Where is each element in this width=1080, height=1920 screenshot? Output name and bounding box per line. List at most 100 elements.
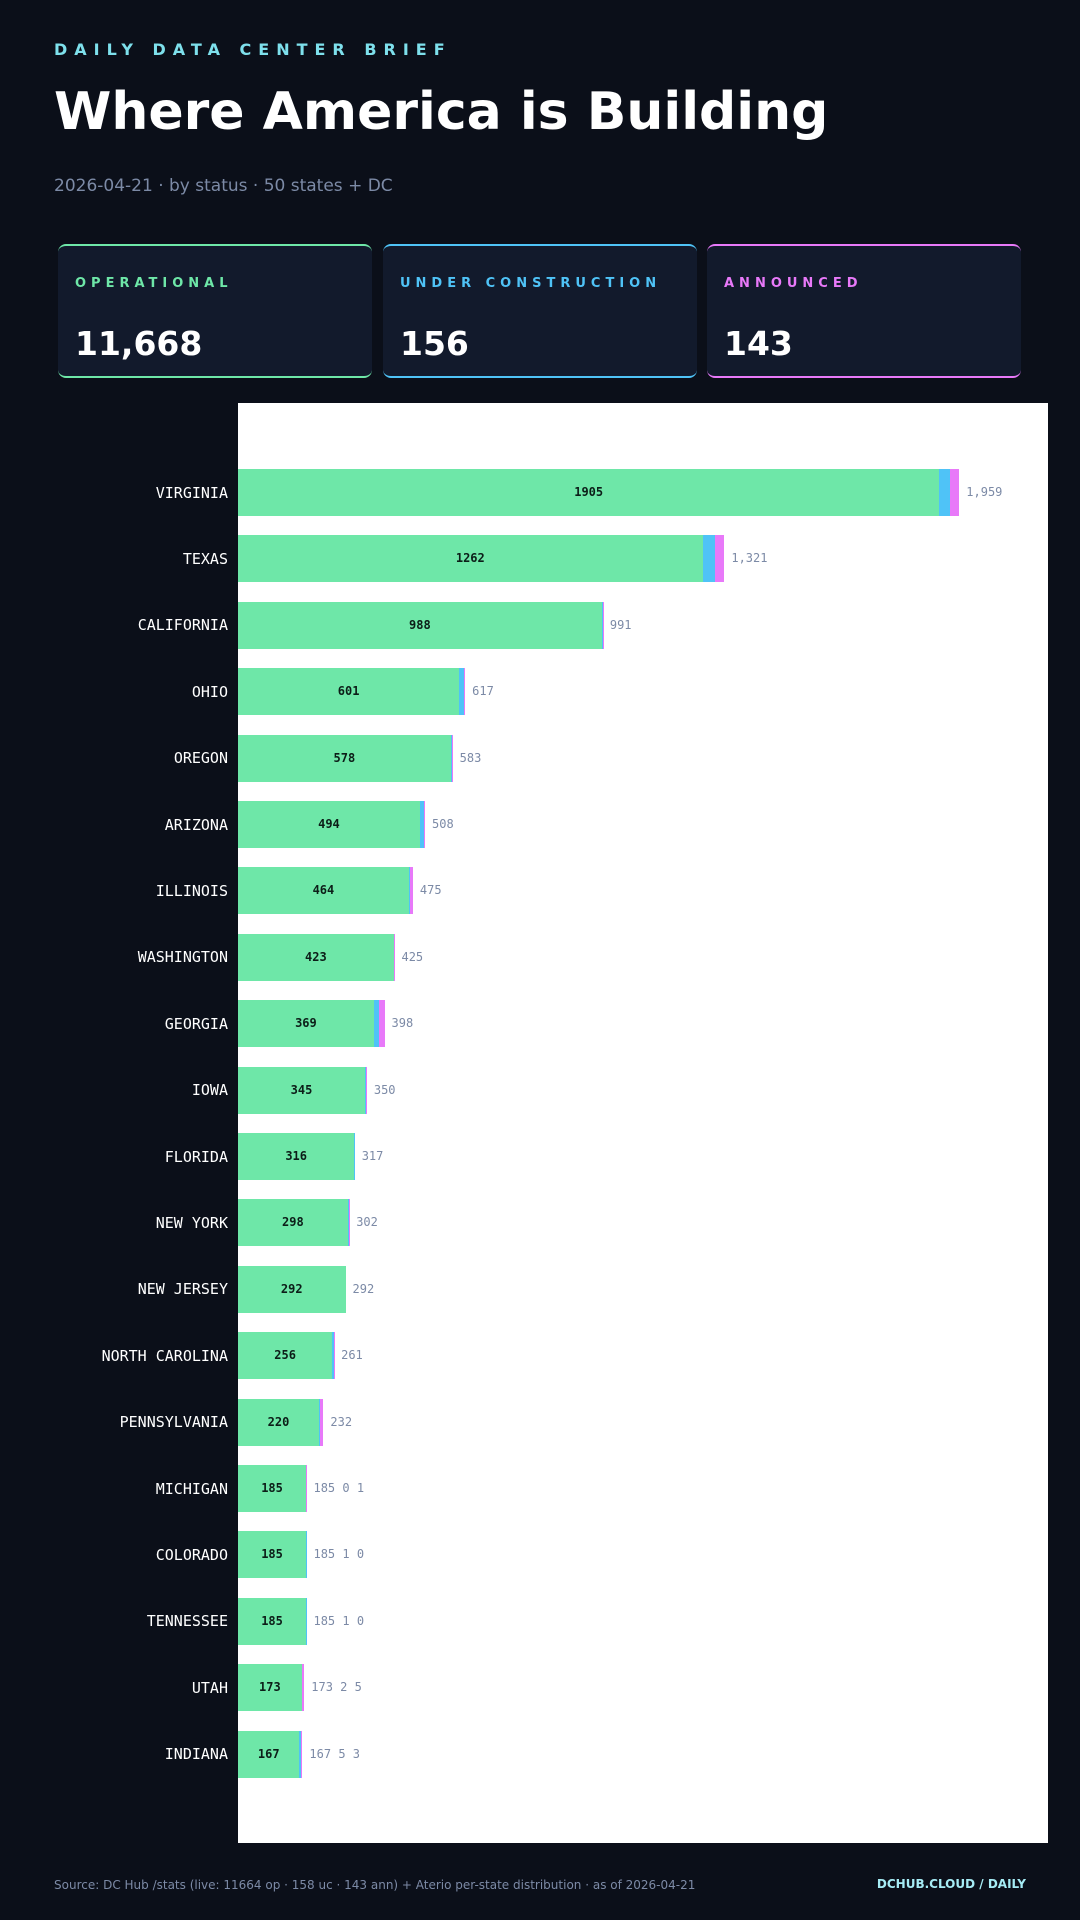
bar-under-construction-ohio (459, 668, 465, 716)
total-label-washington: 425 (401, 949, 424, 964)
bar-value-new-york: 298 (282, 1215, 304, 1230)
total-label-arizona: 508 (432, 817, 454, 831)
bar-announced-ohio (464, 668, 466, 716)
footer-brand[interactable]: DCHUB.CLOUD / DAILY (876, 1877, 1026, 1891)
total-label-ohio: 617 (472, 684, 494, 699)
bar-announced-michigan (306, 1465, 308, 1512)
bar-operational-pennsylvania (238, 1398, 319, 1446)
bar-operational-oregon (238, 734, 451, 782)
bar-under-construction-illinois (408, 867, 410, 915)
state-label-georgia: GEORGIA (164, 1014, 228, 1033)
bar-under-construction-arizona (419, 801, 425, 848)
bar-announced-new-york (348, 1199, 350, 1247)
bar-under-construction-iowa (365, 1066, 367, 1114)
total-label-new-jersey: 292 (352, 1281, 375, 1296)
state-label-new-york: NEW YORK (155, 1213, 228, 1232)
bar-operational-colorado (238, 1531, 307, 1579)
bar-under-construction-north-carolina (332, 1332, 334, 1380)
state-label-ohio: OHIO (191, 682, 228, 701)
state-label-colorado: COLORADO (155, 1545, 228, 1564)
bar-announced-iowa (366, 1066, 368, 1114)
state-label-michigan: MICHIGAN (155, 1479, 228, 1498)
bar-value-indiana: 167 (257, 1746, 280, 1761)
bar-announced-california (602, 601, 604, 649)
bar-under-construction-utah (301, 1664, 303, 1712)
bar-operational-tennessee (238, 1597, 307, 1645)
bar-value-texas: 1262 (455, 551, 485, 566)
state-label-virginia: VIRGINIA (155, 483, 228, 502)
total-label-virginia: 1,959 (966, 485, 1003, 499)
state-label-california: CALIFORNIA (137, 616, 228, 635)
chart-panel: 1905 1,959 1262 1,321 988 991 601 617 578 583 494 5… (238, 403, 1048, 1843)
announced-value: 143 (724, 324, 793, 363)
total-label-tennessee: 185 1 0 (313, 1613, 365, 1628)
total-label-michigan: 185 0 1 (313, 1481, 365, 1495)
operational-card: OPERATIONAL 11,668 (58, 244, 372, 378)
bar-under-construction-new-york (347, 1199, 349, 1247)
bar-value-ohio: 601 (337, 684, 360, 699)
page-title: Where America is Building (54, 82, 829, 142)
bar-announced-texas (714, 535, 725, 583)
bar-operational-north-carolina (238, 1332, 333, 1380)
bar-under-construction-indiana (299, 1730, 302, 1778)
bar-operational-new-york (238, 1199, 348, 1247)
bar-value-iowa: 345 (290, 1082, 313, 1097)
operational-label: OPERATIONAL (75, 276, 233, 291)
state-label-pennsylvania: PENNSYLVANIA (119, 1413, 228, 1432)
total-label-georgia: 398 (391, 1016, 414, 1031)
bar-value-california: 988 (409, 617, 431, 632)
bar-operational-virginia (238, 469, 940, 516)
kicker: DAILY DATA CENTER BRIEF (54, 40, 452, 59)
bar-operational-texas (238, 535, 703, 583)
state-label-iowa: IOWA (191, 1081, 228, 1100)
subtitle: 2026-04-21 · by status · 50 states + DC (54, 176, 393, 196)
bar-operational-illinois (238, 867, 409, 915)
under-construction-card: UNDER CONSTRUCTION 156 (383, 244, 697, 378)
footer-source: Source: DC Hub /stats (live: 11664 op · … (54, 1878, 696, 1892)
bar-under-construction-oregon (450, 734, 453, 782)
total-label-iowa: 350 (373, 1082, 396, 1097)
bar-value-pennsylvania: 220 (267, 1414, 290, 1429)
state-label-washington: WASHINGTON (137, 948, 228, 967)
under-construction-value: 156 (400, 324, 469, 363)
bar-under-construction-virginia (939, 469, 951, 516)
total-label-new-york: 302 (356, 1215, 378, 1230)
bar-under-construction-florida (354, 1133, 356, 1180)
bar-under-construction-pennsylvania (319, 1398, 321, 1446)
bar-operational-utah (238, 1664, 302, 1712)
total-label-florida: 317 (361, 1149, 384, 1163)
announced-card: ANNOUNCED 143 (707, 244, 1021, 378)
total-label-utah: 173 2 5 (311, 1680, 362, 1695)
bar-announced-virginia (950, 469, 960, 516)
state-label-texas: TEXAS (182, 549, 228, 568)
bar-value-colorado: 185 (261, 1547, 283, 1562)
bar-value-tennessee: 185 (261, 1613, 283, 1628)
bar-operational-indiana (238, 1730, 300, 1778)
state-label-tennessee: TENNESSEE (146, 1612, 228, 1631)
bar-value-georgia: 369 (295, 1016, 317, 1031)
under-construction-label: UNDER CONSTRUCTION (400, 276, 662, 291)
bar-under-construction-georgia (373, 1000, 380, 1048)
bar-announced-north-carolina (333, 1332, 335, 1380)
bar-value-north-carolina: 256 (274, 1348, 296, 1363)
state-label-utah: UTAH (191, 1678, 228, 1697)
state-label-illinois: ILLINOIS (155, 881, 228, 900)
bar-operational-iowa (238, 1066, 366, 1114)
bar-operational-washington (238, 933, 394, 981)
bar-announced-georgia (379, 1000, 385, 1048)
state-label-north-carolina: NORTH CAROLINA (101, 1346, 228, 1365)
bar-under-construction-tennessee (306, 1597, 308, 1645)
state-label-new-jersey: NEW JERSEY (137, 1280, 228, 1299)
bar-operational-arizona (238, 801, 420, 848)
state-label-indiana: INDIANA (164, 1745, 228, 1764)
bar-announced-utah (302, 1664, 305, 1712)
operational-value: 11,668 (75, 324, 203, 363)
state-label-arizona: ARIZONA (164, 815, 228, 834)
total-label-california: 991 (609, 617, 632, 632)
total-label-indiana: 167 5 3 (309, 1746, 360, 1761)
total-label-texas: 1,321 (731, 551, 768, 566)
bar-value-illinois: 464 (312, 883, 335, 898)
bar-value-virginia: 1905 (574, 485, 604, 499)
bar-announced-illinois (409, 867, 413, 915)
bar-value-michigan: 185 (261, 1481, 283, 1495)
